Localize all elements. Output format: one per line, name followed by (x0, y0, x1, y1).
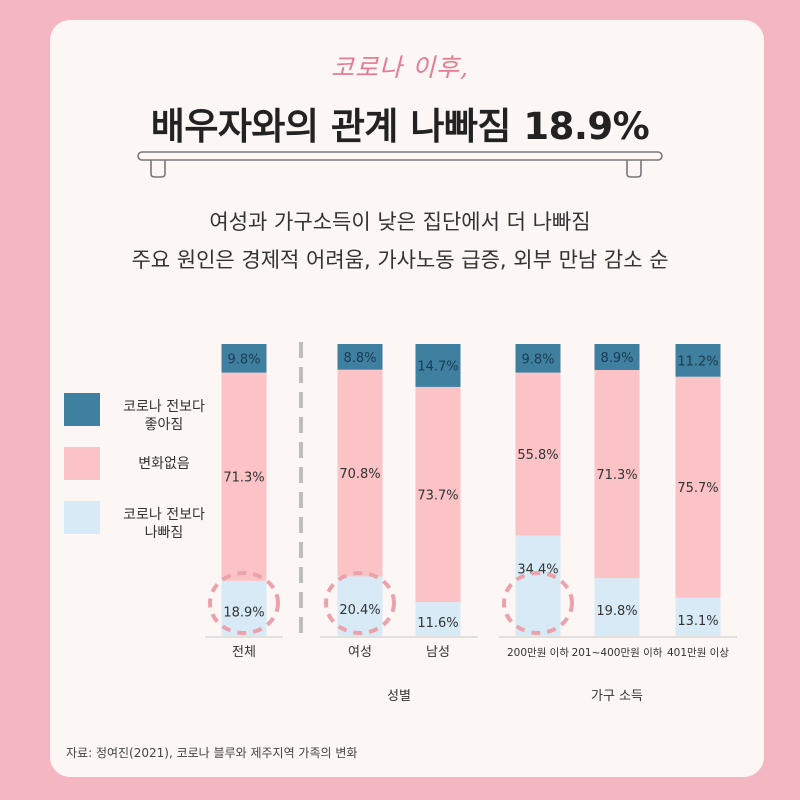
handwritten-subtitle: 코로나 이후, (331, 53, 469, 82)
bar-segment-better-1 (337, 344, 383, 370)
category-label-0: 전체 (232, 645, 256, 660)
data-label-better-3: 9.8% (521, 352, 554, 367)
bar-segment-same-0 (221, 372, 267, 581)
legend-swatch-better (64, 393, 100, 426)
data-label-worse-1: 20.4% (339, 603, 380, 618)
data-label-better-4: 8.9% (600, 351, 633, 366)
highlight-circle-3 (502, 571, 574, 635)
legend-label-same: 변화없음 (138, 456, 190, 472)
page-title: 배우자와의 관계 나빠짐 18.9% (150, 105, 650, 148)
data-label-worse-0: 18.9% (223, 605, 264, 620)
bar-segment-worse-0 (221, 580, 267, 636)
bar-segment-same-2 (415, 386, 461, 603)
subtitle-line-1: 여성과 가구소득이 낮은 집단에서 더 나빠짐 (209, 210, 591, 234)
highlight-circle-0 (208, 571, 280, 635)
category-label-4: 201~400만원 이하 (572, 646, 663, 659)
data-label-same-5: 75.7% (677, 481, 718, 496)
legend-item-worse: 코로나 전보다 나빠짐 (64, 501, 205, 541)
data-label-worse-5: 13.1% (677, 614, 718, 629)
legend-item-same: 변화없음 (64, 447, 204, 487)
bar-segment-worse-1 (337, 576, 383, 636)
bar-segment-better-0 (221, 344, 267, 373)
bar-segment-worse-4 (594, 578, 640, 636)
subtitle-line-2: 주요 원인은 경제적 어려움, 가사노동 급증, 외부 만남 감소 순 (131, 248, 669, 272)
legend-label-better: 코로나 전보다 좋아짐 (123, 399, 205, 433)
data-label-better-1: 8.8% (343, 351, 376, 366)
bar-segment-worse-2 (415, 602, 461, 636)
data-label-worse-2: 11.6% (417, 616, 458, 631)
data-label-same-1: 70.8% (339, 467, 380, 482)
legend-swatch-same (64, 447, 100, 480)
content-card (50, 20, 764, 777)
bar-segment-worse-3 (515, 535, 561, 636)
highlight-circle-1 (324, 571, 396, 635)
bar-segment-better-3 (515, 344, 561, 373)
category-label-3: 200만원 이하 (507, 646, 569, 659)
data-label-worse-4: 19.8% (596, 604, 637, 619)
legend-swatch-worse (64, 501, 100, 534)
bar-segment-same-3 (515, 372, 561, 536)
bar-segment-better-4 (594, 344, 640, 370)
bar-segment-better-5 (675, 344, 721, 377)
category-label-1: 여성 (348, 645, 372, 660)
group-label-1: 성별 (387, 689, 411, 704)
data-label-same-0: 71.3% (223, 471, 264, 486)
bar-segment-worse-5 (675, 597, 721, 636)
data-label-better-5: 11.2% (677, 354, 718, 369)
shelf-underline-icon (137, 151, 663, 178)
data-label-same-3: 55.8% (517, 448, 558, 463)
bar-segment-better-2 (415, 344, 461, 387)
group-label-2: 가구 소득 (591, 689, 643, 704)
category-label-2: 남성 (426, 645, 450, 660)
source-note: 자료: 정여진(2021), 코로나 블루와 제주지역 가족의 변화 (66, 746, 358, 760)
category-label-5: 401만원 이상 (667, 647, 729, 659)
bar-segment-same-4 (594, 369, 640, 579)
data-label-better-2: 14.7% (417, 359, 458, 374)
bar-segment-same-1 (337, 369, 383, 577)
legend-label-worse: 코로나 전보다 나빠짐 (123, 507, 205, 541)
data-label-better-0: 9.8% (227, 352, 260, 367)
data-label-same-4: 71.3% (596, 468, 637, 483)
bar-segment-same-5 (675, 376, 721, 598)
data-label-same-2: 73.7% (417, 489, 458, 504)
legend-item-better: 코로나 전보다 좋아짐 (64, 393, 205, 433)
